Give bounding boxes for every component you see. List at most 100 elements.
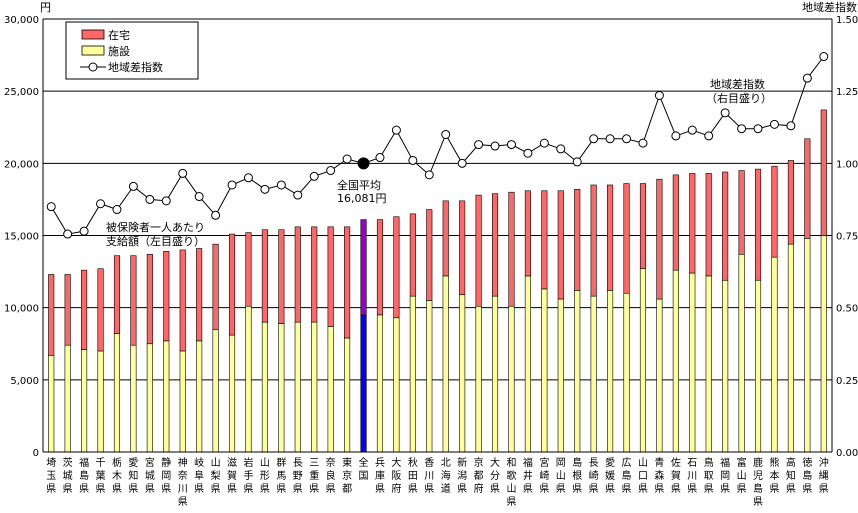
bar-facility xyxy=(261,321,268,453)
x-tick-label-char: 県 xyxy=(589,483,599,495)
x-tick-label-char: 本 xyxy=(769,469,779,482)
y-tick-label-right: 0.75 xyxy=(836,232,858,243)
index-point xyxy=(342,154,352,164)
legend-label-index: 地域差指数 xyxy=(108,60,163,74)
x-tick-label-char: 県 xyxy=(457,483,467,495)
bar-home xyxy=(508,191,515,307)
index-point xyxy=(589,134,599,144)
x-tick-label-char: 青 xyxy=(654,456,664,469)
bar-facility xyxy=(212,329,219,453)
index-point xyxy=(704,131,714,141)
x-tick-label-char: 広 xyxy=(622,456,632,469)
annotation-national-avg-value: 16,081円 xyxy=(337,192,387,205)
index-point xyxy=(556,144,566,154)
x-tick-label-char: 県 xyxy=(260,483,270,495)
x-tick-label-char: 県 xyxy=(802,483,812,495)
annotation-national-avg-title: 全国平均 xyxy=(337,178,381,192)
x-tick-label-char: 島 xyxy=(79,469,89,482)
x-tick-label-char: 茨 xyxy=(63,456,73,469)
x-tick-label-char: 県 xyxy=(112,483,122,495)
index-point xyxy=(622,134,632,144)
x-tick-label-char: 県 xyxy=(408,483,418,495)
index-point xyxy=(737,124,747,134)
x-tick-label-char: 香 xyxy=(424,457,434,469)
x-tick-label-char: 川 xyxy=(687,471,697,482)
index-point xyxy=(326,166,336,176)
bar-home xyxy=(672,174,679,271)
index-point xyxy=(671,131,681,141)
annotation-right-series-2: （右目盛り） xyxy=(706,91,772,105)
x-tick-label-char: 県 xyxy=(671,483,681,495)
bar-home xyxy=(804,138,811,239)
y-tick-label-left: 25,000 xyxy=(4,87,39,98)
bar-home xyxy=(442,200,449,277)
bar-facility xyxy=(541,288,548,453)
x-tick-label-char: 県 xyxy=(375,483,385,495)
legend-marker-index xyxy=(88,62,98,72)
x-tick-label-char: 森 xyxy=(654,469,664,482)
bar-home xyxy=(48,274,55,356)
x-tick-label-char: 媛 xyxy=(605,469,615,482)
x-tick-label-char: 県 xyxy=(654,483,664,495)
x-tick-label-char: 県 xyxy=(161,483,171,495)
x-tick-label-char: 県 xyxy=(737,483,747,495)
bar-facility xyxy=(557,298,564,453)
bar-home xyxy=(491,193,499,297)
index-point xyxy=(753,124,763,134)
bar-home xyxy=(130,255,137,346)
x-tick-label-char: 県 xyxy=(819,483,829,495)
bar-home xyxy=(524,190,531,277)
bar-home xyxy=(607,184,614,291)
bar-facility xyxy=(228,334,236,453)
x-tick-label-char: 高 xyxy=(786,456,796,469)
bar-home-national xyxy=(360,219,367,316)
x-tick-label-char: 県 xyxy=(687,483,697,495)
index-point xyxy=(506,140,516,150)
bar-facility xyxy=(590,295,597,453)
x-tick-label-char: 熊 xyxy=(769,456,779,469)
x-tick-label-char: 神 xyxy=(178,456,188,469)
x-tick-label-char: 県 xyxy=(96,483,106,495)
x-tick-label-char: 良 xyxy=(326,469,336,482)
index-point xyxy=(523,148,533,158)
x-tick-label-char: 岡 xyxy=(720,470,730,482)
x-tick-label-char: 井 xyxy=(523,469,533,482)
index-point xyxy=(211,210,221,220)
bar-facility xyxy=(48,354,55,453)
x-tick-label-char: 大 xyxy=(490,456,500,469)
index-line-group xyxy=(46,52,829,239)
bar-facility xyxy=(820,235,827,453)
x-tick-label-char: 手 xyxy=(243,469,253,482)
x-tick-label-char: 都 xyxy=(342,483,352,495)
x-tick-label-char: 庫 xyxy=(375,469,385,482)
index-point xyxy=(112,205,122,215)
y-tick-label-left: 30,000 xyxy=(4,15,39,26)
bar-home xyxy=(771,165,778,258)
x-tick-label-char: 道 xyxy=(441,482,451,495)
bar-home xyxy=(459,200,466,295)
index-point xyxy=(63,229,73,239)
index-point xyxy=(276,180,286,190)
index-point xyxy=(424,170,434,180)
bar-home xyxy=(722,171,729,281)
bar-facility xyxy=(294,321,301,453)
x-tick-label-char: 府 xyxy=(474,482,484,495)
index-point xyxy=(128,181,138,191)
index-point xyxy=(227,180,237,190)
bar-facility xyxy=(508,305,515,453)
index-point xyxy=(720,108,730,118)
x-tick-label-char: 鹿 xyxy=(753,456,763,469)
bar-facility xyxy=(179,350,186,453)
x-tick-label-char: 縄 xyxy=(819,469,829,482)
x-tick-label-char: 県 xyxy=(786,483,796,495)
x-tick-label-char: 長 xyxy=(293,457,303,469)
x-tick-label-char: 宮 xyxy=(145,456,155,469)
bar-home xyxy=(409,213,416,297)
x-tick-label-char: 県 xyxy=(769,483,779,495)
x-tick-label-char: 福 xyxy=(720,456,730,469)
x-tick-label-char: 山 xyxy=(211,457,221,469)
bar-facility xyxy=(754,279,762,453)
bar-home xyxy=(113,255,121,334)
x-tick-label-char: 形 xyxy=(260,470,270,482)
